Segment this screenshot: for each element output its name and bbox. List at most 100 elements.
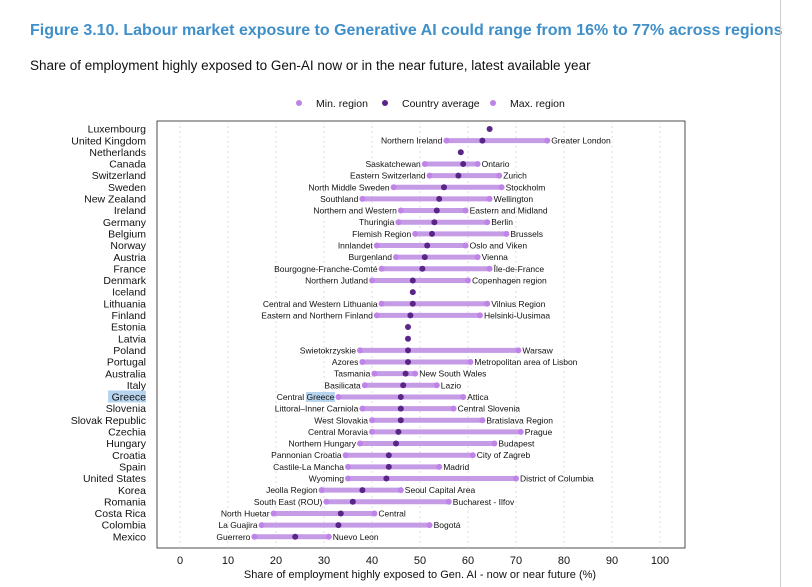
min-region-dot — [421, 160, 428, 167]
legend-marker — [296, 100, 302, 106]
country-label: Netherlands — [89, 147, 146, 159]
max-region-label: Nuevo Leon — [333, 532, 379, 542]
country-label: Luxembourg — [88, 124, 147, 136]
x-tick-label: 40 — [366, 555, 378, 567]
country-label: France — [113, 263, 146, 275]
max-region-dot — [484, 219, 491, 226]
min-region-dot — [373, 312, 380, 319]
country-average-dot — [385, 463, 392, 470]
chart-subtitle: Share of employment highly exposed to Ge… — [30, 58, 591, 73]
max-region-label: Bogotá — [434, 520, 461, 530]
country-label: Romania — [104, 496, 146, 508]
country-label: Poland — [113, 345, 146, 357]
country-average-dot — [455, 172, 462, 179]
max-region-dot — [515, 347, 522, 354]
country-average-dot — [431, 219, 438, 226]
country-label: United Kingdom — [71, 135, 146, 147]
country-average-dot — [407, 312, 414, 319]
country-label: Finland — [112, 310, 147, 322]
country-average-dot — [405, 335, 411, 342]
country-label: Denmark — [103, 275, 146, 287]
max-region-dot — [491, 440, 498, 447]
x-tick-label: 0 — [177, 555, 183, 567]
country-label: Costa Rica — [95, 508, 147, 520]
x-tick-label: 20 — [270, 555, 282, 567]
min-region-dot — [357, 347, 363, 354]
max-region-label: Eastern and Midland — [470, 206, 548, 216]
min-region-dot — [378, 300, 385, 307]
country-average-dot — [395, 428, 402, 435]
min-region-label: Littoral–Inner Carniola — [275, 404, 359, 414]
max-region-label: Bratislava Region — [486, 415, 553, 425]
min-region-label: Innlandet — [338, 241, 374, 251]
max-region-label: Central Slovenia — [458, 404, 521, 414]
country-label: Norway — [110, 240, 146, 252]
plot-frame — [156, 120, 686, 549]
country-average-dot — [419, 265, 426, 272]
country-label: Croatia — [112, 450, 146, 462]
max-region-dot — [517, 428, 524, 435]
min-region-dot — [426, 172, 433, 179]
min-region-dot — [258, 522, 265, 529]
max-region-label: Attica — [467, 392, 489, 402]
max-region-label: Greater London — [551, 136, 611, 146]
country-label: Slovenia — [106, 403, 146, 415]
max-region-label: Zurich — [503, 171, 527, 181]
min-region-dot — [361, 382, 368, 389]
min-region-dot — [342, 452, 349, 459]
max-region-dot — [462, 207, 469, 214]
country-label: United States — [83, 473, 146, 485]
min-region-dot — [443, 137, 450, 144]
min-region-dot — [378, 265, 385, 272]
min-region-dot — [357, 440, 363, 447]
country-average-dot — [349, 498, 356, 505]
min-region-dot — [345, 475, 351, 482]
highlight-box — [108, 390, 146, 403]
max-region-dot — [445, 498, 452, 505]
min-region-dot — [359, 195, 366, 202]
legend-label: Max. region — [510, 98, 565, 110]
min-region-dot — [390, 184, 397, 191]
country-average-dot — [337, 510, 344, 517]
max-region-label: Île-de-France — [493, 264, 545, 274]
min-region-label: Azores — [332, 357, 358, 367]
min-region-label: Castile-La Mancha — [273, 462, 344, 472]
min-region-label: North Huetar — [221, 508, 270, 518]
max-region-label: Metropolitan area of Lisbon — [474, 357, 577, 367]
min-region-label: South East (ROU) — [254, 497, 323, 507]
max-region-dot — [496, 172, 503, 179]
min-region-label: Pannonian Croatia — [271, 450, 342, 460]
min-region-dot — [318, 487, 325, 494]
country-label: Iceland — [112, 287, 146, 299]
min-region-label: Guerrero — [216, 532, 250, 542]
country-label: Canada — [109, 159, 146, 171]
country-average-dot — [400, 382, 407, 389]
country-average-dot — [424, 242, 431, 249]
min-region-label: Eastern and Northern Finland — [261, 310, 373, 320]
max-region-dot — [462, 242, 469, 249]
min-region-label: Flemish Region — [352, 229, 411, 239]
max-region-dot — [513, 475, 519, 482]
min-region-label: Northern Ireland — [381, 136, 443, 146]
country-label: Ireland — [114, 205, 146, 217]
country-label: Colombia — [102, 520, 147, 532]
country-label: Australia — [105, 368, 146, 380]
min-region-label: Tasmania — [334, 369, 371, 379]
max-region-dot — [325, 533, 332, 540]
country-label: Czechia — [108, 427, 146, 439]
min-region-dot — [371, 370, 378, 377]
max-region-label: Madrid — [443, 462, 469, 472]
country-average-dot — [397, 393, 404, 400]
max-region-label: District of Columbia — [520, 474, 594, 484]
country-average-dot — [421, 254, 428, 261]
max-region-label: City of Zagreb — [477, 450, 531, 460]
country-average-dot — [457, 149, 464, 156]
max-region-dot — [484, 300, 491, 307]
min-region-label: West Slovakia — [314, 415, 368, 425]
min-region-dot — [369, 417, 375, 424]
country-average-dot — [405, 359, 411, 365]
max-region-label: New South Wales — [419, 369, 486, 379]
highlight-box — [306, 391, 335, 402]
min-region-label: Northern and Western — [313, 206, 397, 216]
